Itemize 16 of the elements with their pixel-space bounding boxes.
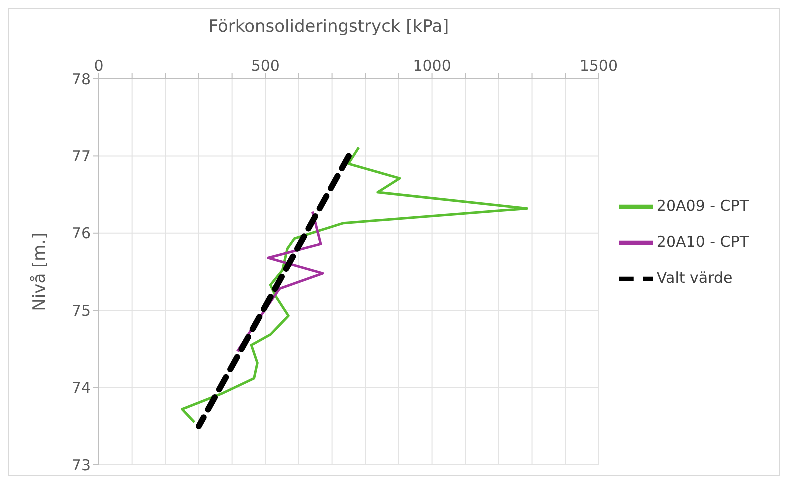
line-series — [181, 146, 529, 424]
y-tick-label: 73 — [72, 456, 91, 474]
x-tick-label: 1500 — [580, 57, 618, 75]
y-tick-label: 77 — [72, 148, 91, 166]
legend-label: Valt värde — [656, 269, 733, 287]
x-tick-label: 0 — [94, 57, 104, 75]
x-tick-label: 500 — [251, 57, 280, 75]
y-tick-label: 78 — [72, 70, 91, 88]
x-tick-label: 1000 — [413, 57, 452, 75]
legend-label: 20A10 - CPT — [656, 233, 749, 251]
y-tick-label: 74 — [72, 379, 91, 398]
y-axis-title: Nivå [m.] — [30, 232, 50, 312]
legend-label: 20A09 - CPT — [656, 197, 749, 215]
y-tick-label: 76 — [72, 224, 91, 243]
x-axis-title: Förkonsolideringstryck [kPa] — [208, 17, 450, 37]
y-tick-label: 75 — [72, 302, 91, 320]
